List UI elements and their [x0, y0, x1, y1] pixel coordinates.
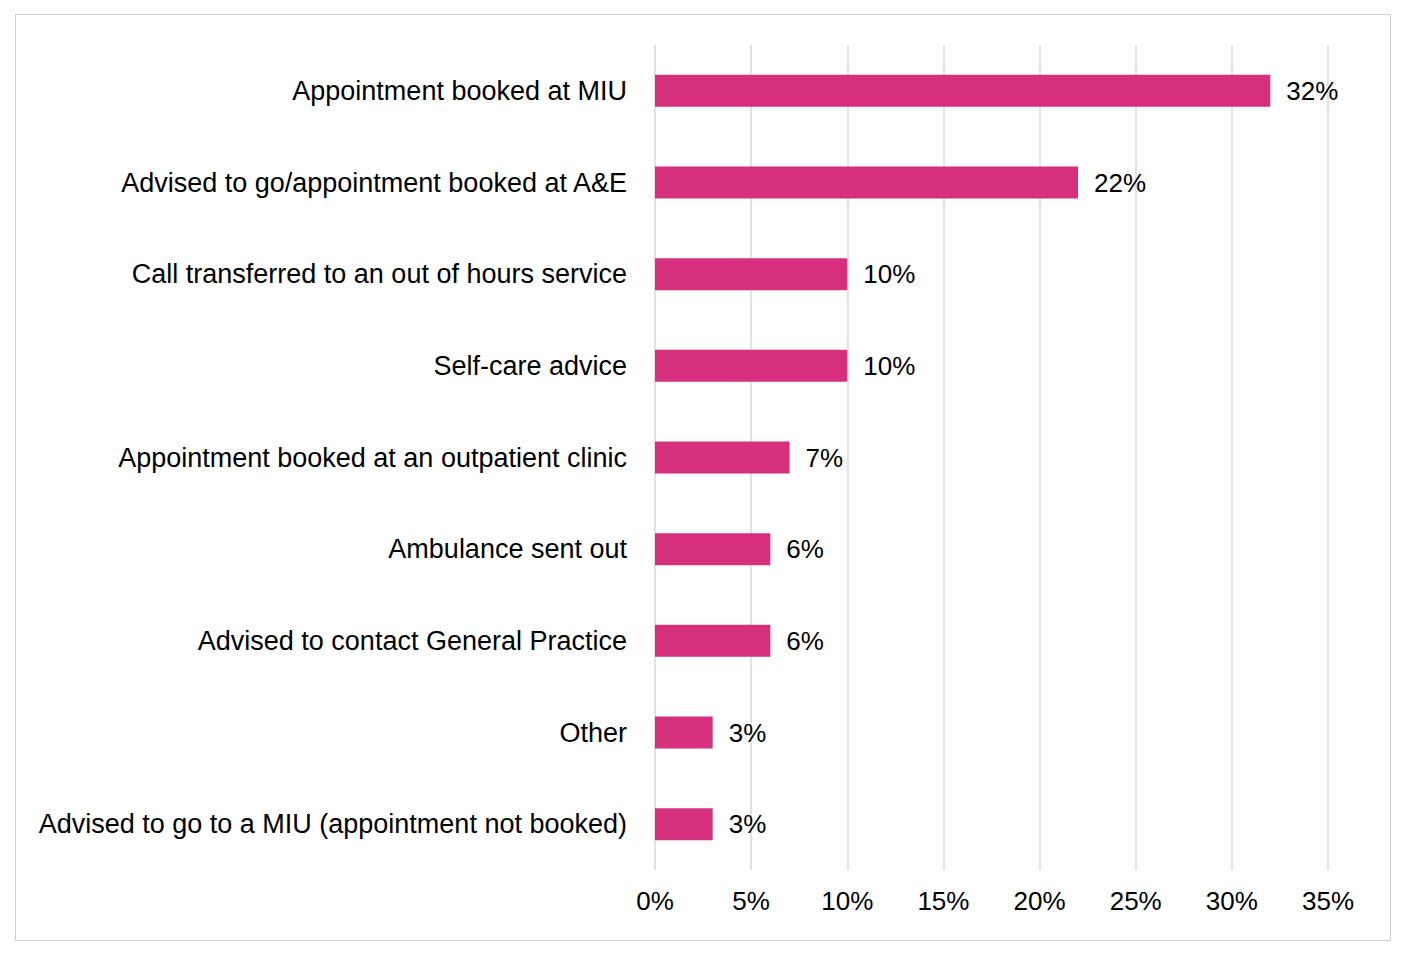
svg-text:Call transferred to an out of: Call transferred to an out of hours serv… — [132, 259, 627, 289]
svg-text:3%: 3% — [729, 809, 767, 839]
svg-text:22%: 22% — [1094, 168, 1146, 198]
svg-text:Self-care advice: Self-care advice — [433, 351, 627, 381]
svg-text:6%: 6% — [786, 534, 824, 564]
svg-text:3%: 3% — [729, 718, 767, 748]
svg-text:Appointment booked at MIU: Appointment booked at MIU — [292, 76, 627, 106]
svg-text:20%: 20% — [1014, 886, 1066, 916]
svg-text:10%: 10% — [863, 351, 915, 381]
svg-text:10%: 10% — [821, 886, 873, 916]
svg-text:5%: 5% — [732, 886, 770, 916]
svg-text:30%: 30% — [1206, 886, 1258, 916]
svg-text:10%: 10% — [863, 259, 915, 289]
svg-text:Advised to go to a MIU (appoin: Advised to go to a MIU (appointment not … — [39, 809, 627, 839]
svg-text:6%: 6% — [786, 626, 824, 656]
svg-text:Advised to go/appointment book: Advised to go/appointment booked at A&E — [121, 168, 627, 198]
svg-text:15%: 15% — [917, 886, 969, 916]
svg-text:Ambulance sent out: Ambulance sent out — [388, 534, 627, 564]
svg-text:Appointment booked at an outpa: Appointment booked at an outpatient clin… — [118, 443, 627, 473]
svg-text:32%: 32% — [1286, 76, 1338, 106]
svg-text:25%: 25% — [1110, 886, 1162, 916]
svg-text:Advised to contact General Pra: Advised to contact General Practice — [198, 626, 627, 656]
svg-text:7%: 7% — [806, 443, 844, 473]
svg-text:35%: 35% — [1302, 886, 1354, 916]
svg-text:Other: Other — [559, 718, 627, 748]
svg-text:0%: 0% — [636, 886, 674, 916]
